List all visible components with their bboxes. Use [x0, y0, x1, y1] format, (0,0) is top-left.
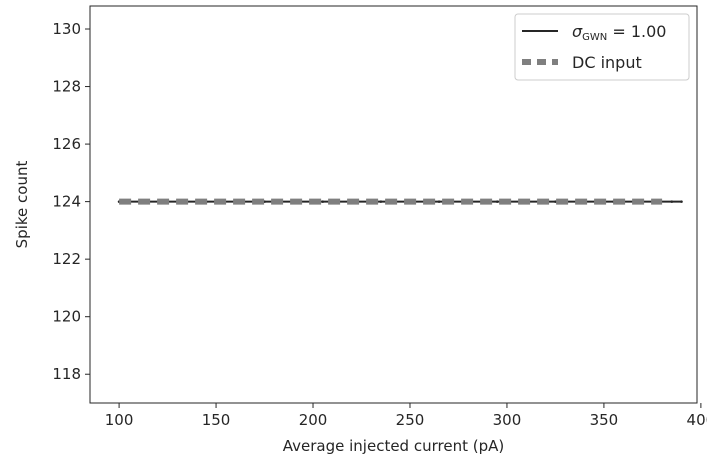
y-tick-label: 128 — [52, 78, 81, 96]
y-tick-label: 122 — [52, 250, 81, 268]
series-1-point — [670, 200, 674, 203]
y-tick-label: 124 — [52, 193, 81, 211]
series-1-point — [680, 200, 683, 203]
y-tick-label: 126 — [52, 135, 81, 153]
x-tick-label: 200 — [299, 411, 328, 429]
y-axis-label: Spike count — [13, 161, 31, 249]
series-layer — [117, 198, 683, 205]
y-tick-label: 120 — [52, 308, 81, 326]
y-tick-label: 130 — [52, 20, 81, 38]
x-tick-label: 150 — [202, 411, 231, 429]
legend: σGWN = 1.00 DC input — [514, 13, 690, 81]
plot-frame — [89, 5, 698, 404]
x-tick-label: 100 — [105, 411, 134, 429]
legend-label-1-subscript: GWN — [582, 32, 607, 43]
legend-label-2: DC input — [572, 53, 642, 72]
x-tick-label: 250 — [396, 411, 425, 429]
y-axis: 118 120 122 124 126 128 130 — [52, 20, 90, 383]
x-tick-label: 400 — [687, 411, 707, 429]
legend-label-1-value: = 1.00 — [607, 22, 666, 41]
x-tick-label: 350 — [590, 411, 619, 429]
legend-label-1-symbol: σ — [572, 22, 583, 41]
legend-label-1: σGWN = 1.00 — [572, 22, 666, 43]
y-tick-label: 118 — [52, 365, 81, 383]
x-axis-label: Average injected current (pA) — [283, 437, 504, 455]
x-axis: 100 150 200 250 300 350 400 — [105, 403, 707, 429]
legend-box — [514, 13, 690, 81]
x-tick-label: 300 — [493, 411, 522, 429]
